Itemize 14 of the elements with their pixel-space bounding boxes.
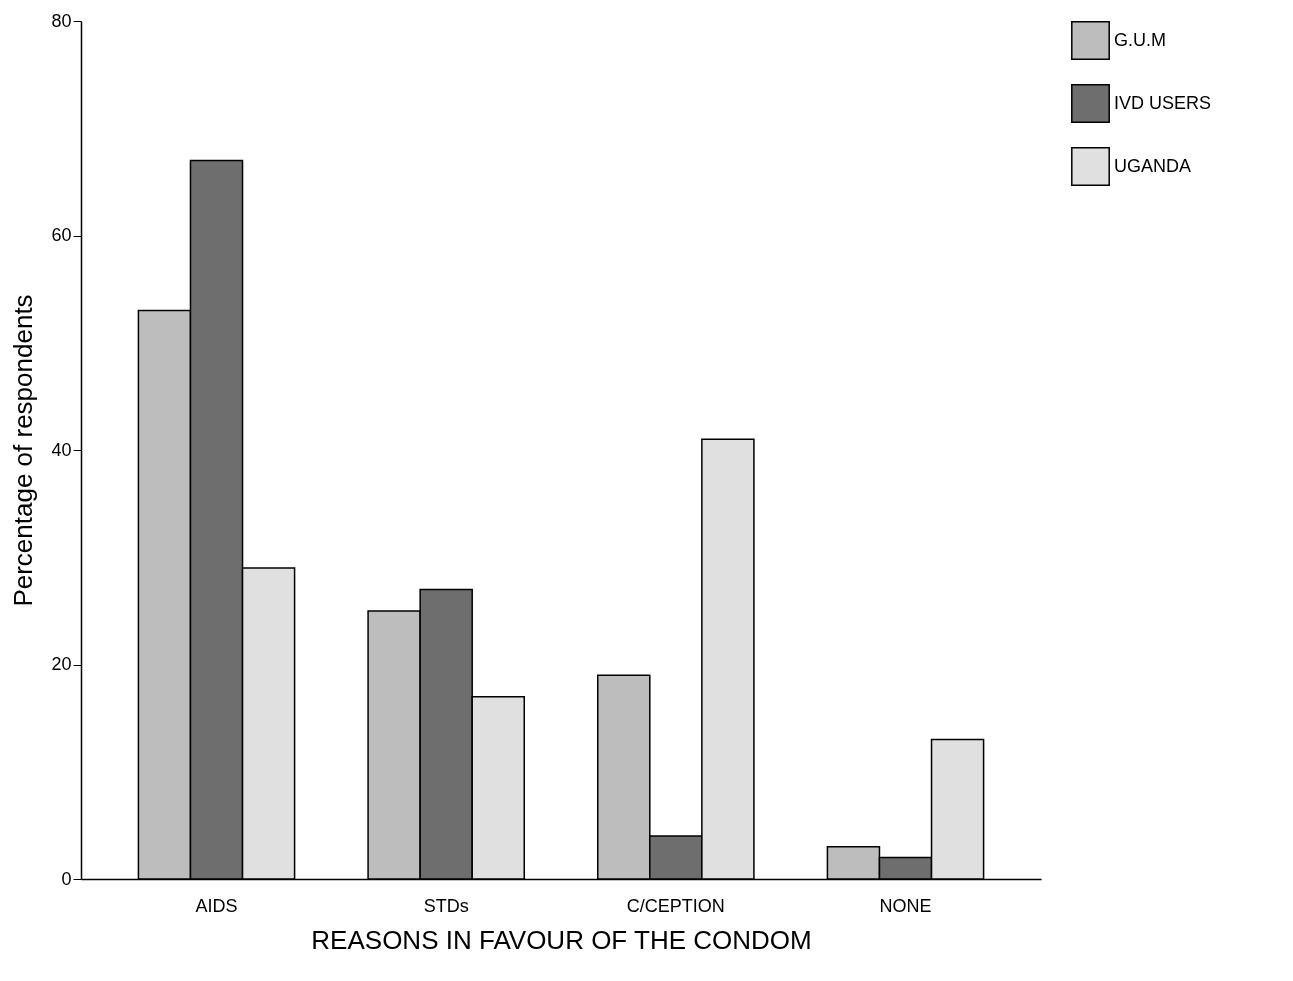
y-tick-label: 20 xyxy=(51,654,72,674)
y-tick-label: 60 xyxy=(51,225,72,245)
x-tick-label: C/CEPTION xyxy=(626,895,725,916)
y-tick-label: 0 xyxy=(61,868,72,889)
y-tick-label: 80 xyxy=(51,10,72,31)
x-tick-label: AIDS xyxy=(195,895,238,916)
y-tick-label: 40 xyxy=(51,439,72,460)
x-tick-label: STDs xyxy=(423,895,469,916)
legend-label: IVD USERS xyxy=(1114,92,1212,113)
x-tick-label: NONE xyxy=(879,895,932,916)
x-axis-title: REASONS IN FAVOUR OF THE CONDOM xyxy=(311,924,812,955)
legend-label: UGANDA xyxy=(1114,155,1192,176)
y-axis-title: Percentage of respondents xyxy=(8,294,39,607)
legend-label: G.U.M xyxy=(1114,29,1166,50)
